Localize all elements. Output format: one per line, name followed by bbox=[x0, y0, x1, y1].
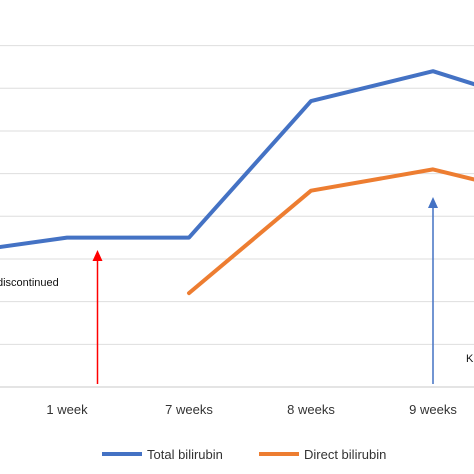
legend: Total bilirubin Direct bilirubin bbox=[102, 447, 386, 462]
annotation-arrow-head bbox=[428, 197, 438, 208]
x-axis-ticks: 1 week 7 weeks 8 weeks 9 weeks bbox=[46, 402, 457, 417]
series-lines bbox=[0, 69, 474, 296]
annotation-arrow-head bbox=[92, 250, 103, 261]
annotation-text: discontinued bbox=[0, 277, 59, 289]
annotations: discontinued K bbox=[0, 277, 474, 365]
annotation-text: K bbox=[466, 353, 474, 365]
series-line-total-bilirubin bbox=[0, 69, 474, 250]
series-line-direct-bilirubin bbox=[187, 167, 474, 296]
x-tick-label: 7 weeks bbox=[165, 402, 213, 417]
x-tick-label: 9 weeks bbox=[409, 402, 457, 417]
x-tick-label: 1 week bbox=[46, 402, 88, 417]
legend-label: Direct bilirubin bbox=[304, 447, 386, 462]
x-tick-label: 8 weeks bbox=[287, 402, 335, 417]
gridlines bbox=[0, 45, 474, 388]
legend-label: Total bilirubin bbox=[147, 447, 223, 462]
annotation-arrows bbox=[92, 197, 438, 384]
